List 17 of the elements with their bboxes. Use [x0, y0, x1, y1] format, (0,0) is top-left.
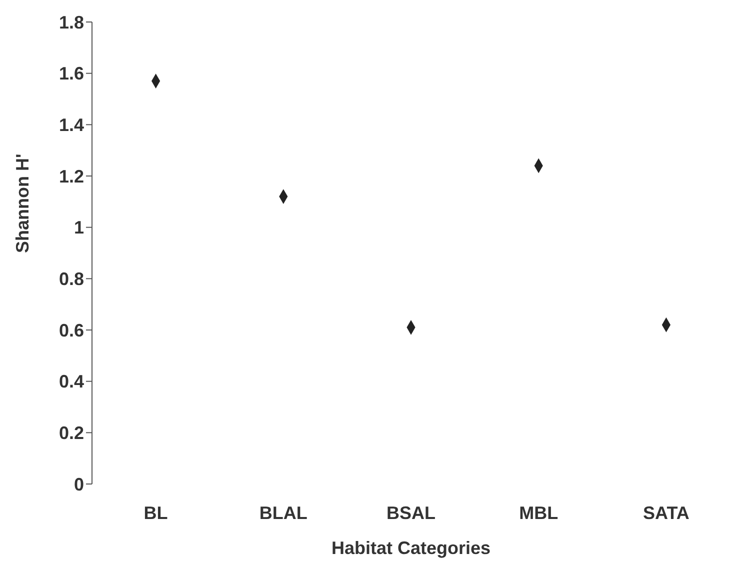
y-tick-label: 0.6	[58, 320, 84, 340]
y-tick-label: 1.2	[58, 166, 84, 186]
y-tick-label: 1.6	[58, 64, 84, 84]
x-tick-label: MBL	[519, 502, 558, 523]
y-axis-title: Shannon H'	[12, 154, 32, 253]
y-tick-label: 0	[74, 474, 84, 494]
y-tick-label: 0.2	[58, 423, 84, 444]
x-tick-label: BSAL	[386, 502, 436, 523]
y-tick-label: 0.4	[58, 372, 84, 392]
x-tick-label: BL	[144, 502, 168, 523]
x-tick-label: BLAL	[259, 502, 308, 523]
y-tick-label: 0.8	[58, 269, 84, 290]
y-tick-label: 1	[74, 218, 84, 238]
x-tick-label: SATA	[643, 502, 690, 523]
y-tick-label: 1.8	[58, 12, 84, 32]
x-axis-title: Habitat Categories	[331, 538, 491, 558]
y-tick-label: 1.4	[58, 115, 84, 136]
